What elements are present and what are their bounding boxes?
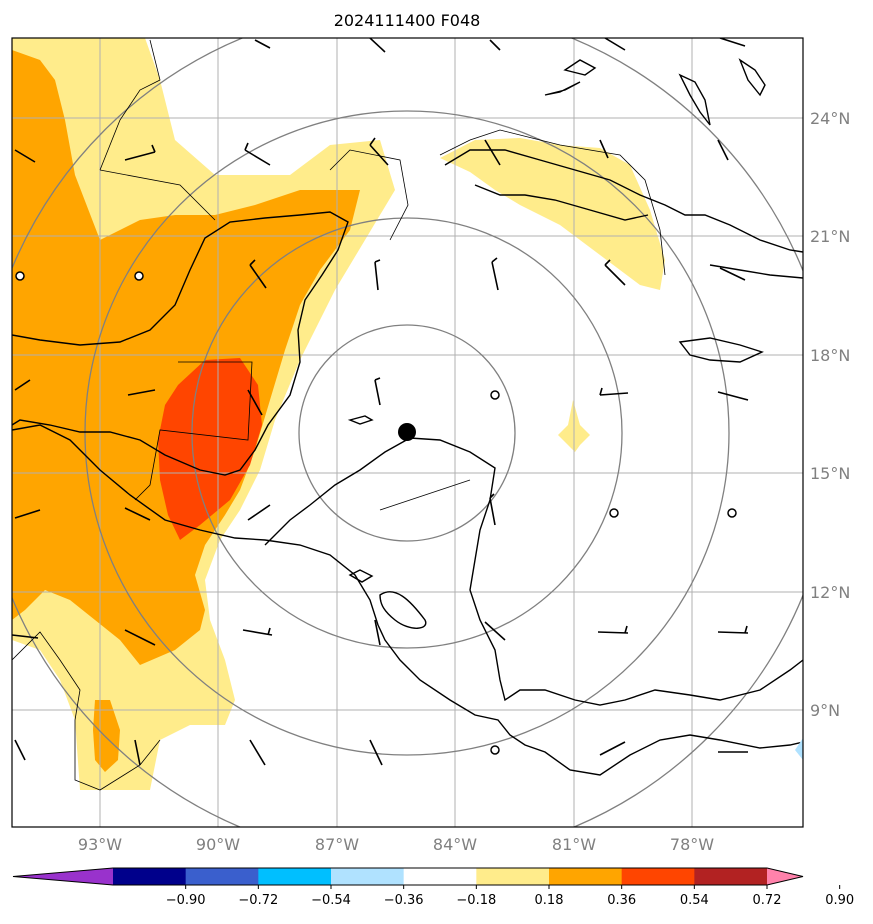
lon-label: 90°W — [196, 835, 240, 854]
calm-markers — [15, 271, 737, 755]
map-frame — [11, 37, 804, 828]
colorbar-tick-label: 0.72 — [753, 893, 782, 908]
range-ring-2 — [191, 217, 623, 649]
colorbar-extend-low — [13, 868, 113, 885]
range-ring-1 — [298, 324, 516, 542]
colorbar-tick-label: −0.72 — [238, 893, 278, 908]
colorbar-outline — [12, 867, 804, 886]
storm-center-marker — [398, 423, 416, 441]
colorbar-tick-label: 0.18 — [535, 893, 564, 908]
lat-label: 15°N — [810, 464, 850, 483]
colorbar-segment — [476, 868, 550, 885]
lat-label: 24°N — [810, 109, 850, 128]
range-ring-3 — [84, 110, 730, 756]
lon-label: 87°W — [315, 835, 359, 854]
colorbar — [12, 867, 804, 886]
lat-label: 9°N — [810, 701, 840, 720]
map-panel — [12, 38, 803, 827]
colorbar-tick-label: 0.54 — [680, 893, 709, 908]
map-title: 2024111400 F048 — [334, 11, 481, 30]
colorbar-tick-label: −0.18 — [456, 893, 496, 908]
colorbar-segment — [403, 868, 477, 885]
lat-label: 21°N — [810, 227, 850, 246]
lon-label: 84°W — [433, 835, 477, 854]
colorbar-segment — [258, 868, 332, 885]
range-rings — [12, 38, 803, 827]
colorbar-tick-label: −0.36 — [384, 893, 424, 908]
colorbar-tick-labels: −0.90 −0.72 −0.54 −0.36 −0.18 0.18 0.36 0.54 0.7… — [166, 885, 854, 908]
field-contour-level-2 — [12, 50, 360, 665]
lon-label: 93°W — [78, 835, 122, 854]
colorbar-tick-label: 0.90 — [825, 893, 854, 908]
boundaries — [12, 39, 666, 791]
colorbar-tick-label: −0.54 — [311, 893, 351, 908]
colorbar-segment — [331, 868, 405, 885]
colorbar-segment — [621, 868, 695, 885]
lon-tick-labels: 93°W 90°W 87°W 84°W 81°W 78°W — [78, 835, 714, 854]
lon-label: 81°W — [552, 835, 596, 854]
lon-label: 78°W — [670, 835, 714, 854]
wind-barbs — [12, 38, 749, 766]
colorbar-segment — [549, 868, 623, 885]
colorbar-segment — [113, 868, 187, 885]
colorbar-extend-high — [767, 868, 803, 885]
lat-tick-labels: 24°N 21°N 18°N 15°N 12°N 9°N — [810, 109, 850, 720]
field-contour-negative — [795, 738, 803, 760]
field-contour-level-1b — [440, 138, 665, 290]
lat-label: 18°N — [810, 346, 850, 365]
coastlines — [12, 58, 803, 776]
colorbar-tick-label: −0.90 — [166, 893, 206, 908]
field-contour-level-3 — [158, 358, 262, 540]
lat-label: 12°N — [810, 583, 850, 602]
colorbar-segment — [185, 868, 259, 885]
colorbar-tick-label: 0.36 — [607, 893, 636, 908]
colorbar-segment — [694, 868, 768, 885]
